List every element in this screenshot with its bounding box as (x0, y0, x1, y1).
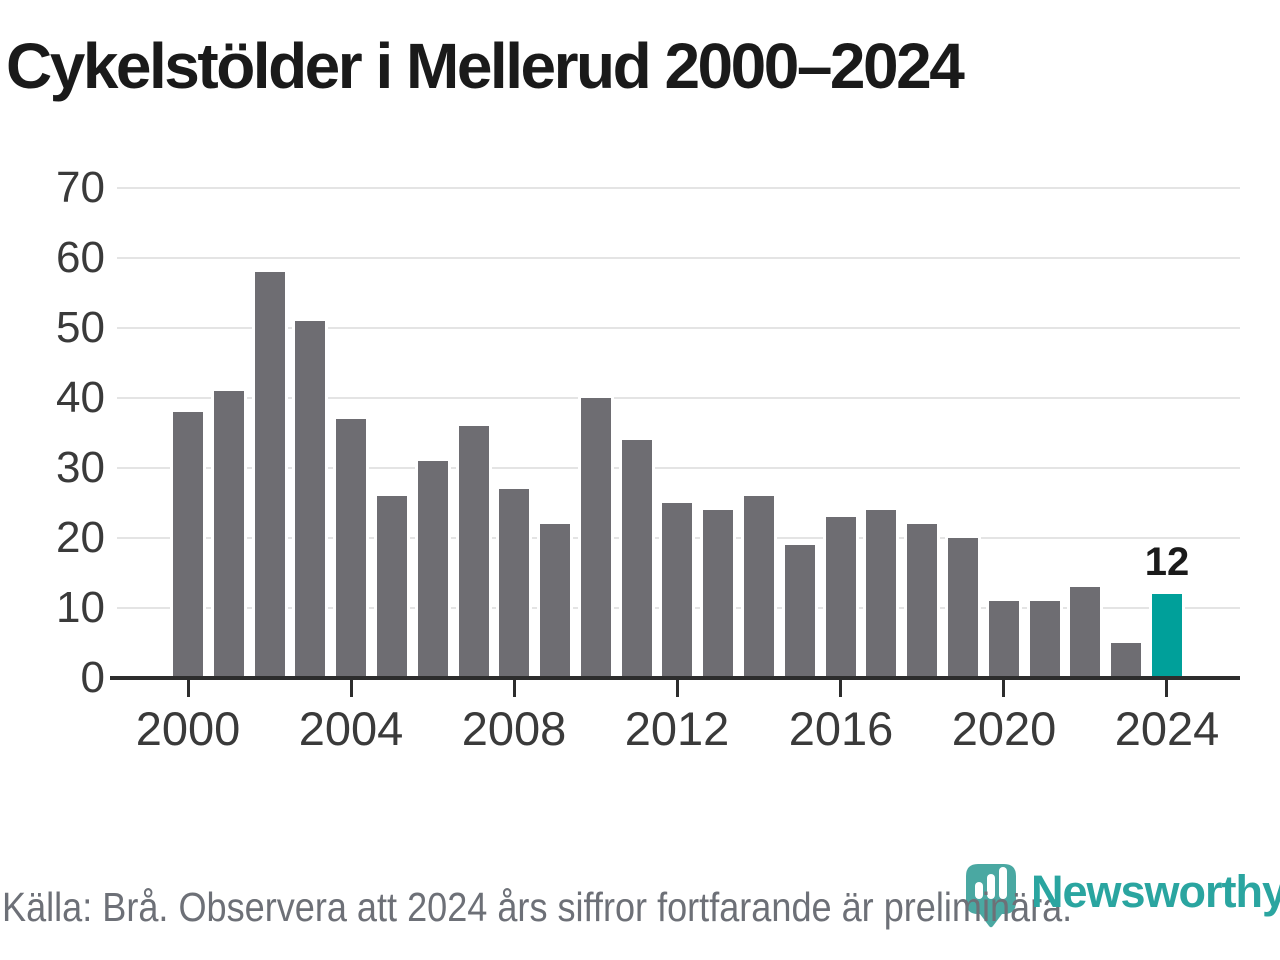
newsworthy-wordmark: Newsworthy (1031, 866, 1280, 917)
bar-2008 (499, 489, 529, 678)
gridline-y-60 (117, 257, 1240, 259)
y-axis-tick-label: 10 (56, 583, 105, 632)
bar-2019 (948, 538, 978, 678)
bar-2011 (622, 440, 652, 678)
bar-2024 (1152, 594, 1182, 678)
bar-2018 (907, 524, 937, 678)
x-axis-tick-label: 2008 (461, 702, 567, 755)
bar-2003 (295, 321, 325, 678)
x-axis-tick-label: 2024 (1114, 702, 1220, 755)
source-note: Källa: Brå. Observera att 2024 års siffr… (2, 884, 1073, 930)
x-axis-line (110, 676, 1240, 680)
gridline-y-40 (117, 397, 1240, 399)
bar-2017 (866, 510, 896, 678)
gridline-y-70 (117, 187, 1240, 189)
bar-2006 (418, 461, 448, 678)
y-axis-tick-label: 40 (56, 373, 105, 422)
bar-2005 (377, 496, 407, 678)
y-axis-tick-label: 20 (56, 513, 105, 562)
x-axis-tick-2012 (676, 680, 679, 697)
x-axis-tick-label: 2004 (298, 702, 404, 755)
y-axis-tick-label: 50 (56, 303, 105, 352)
x-axis-tick-2008 (513, 680, 516, 697)
bar-2013 (703, 510, 733, 678)
bar-2021 (1030, 601, 1060, 678)
bar-2023 (1111, 643, 1141, 678)
gridline-y-50 (117, 327, 1240, 329)
newsworthy-logo-icon (966, 864, 1016, 928)
bar-2009 (540, 524, 570, 678)
x-axis-tick-2000 (187, 680, 190, 697)
x-axis-tick-2016 (839, 680, 842, 697)
bar-2014 (744, 496, 774, 678)
bar-2002 (255, 272, 285, 678)
bar-2012 (662, 503, 692, 678)
bar-2022 (1070, 587, 1100, 678)
y-axis-tick-label: 0 (80, 653, 105, 702)
bar-2004 (336, 419, 366, 678)
bar-2001 (214, 391, 244, 678)
x-axis-tick-label: 2000 (135, 702, 241, 755)
bar-2010 (581, 398, 611, 678)
y-axis-tick-label: 70 (56, 163, 105, 212)
bar-2020 (989, 601, 1019, 678)
x-axis-tick-2024 (1165, 680, 1168, 697)
bar-2015 (785, 545, 815, 678)
y-axis-tick-label: 30 (56, 443, 105, 492)
bar-2016 (826, 517, 856, 678)
highlight-value-label: 12 (1144, 540, 1190, 584)
chart-title: Cykelstölder i Mellerud 2000–2024 (6, 30, 965, 102)
x-axis-tick-label: 2016 (788, 702, 894, 755)
x-axis-tick-label: 2012 (624, 702, 730, 755)
y-axis-tick-label: 60 (56, 233, 105, 282)
gridline-y-30 (117, 467, 1240, 469)
bar-2000 (173, 412, 203, 678)
x-axis-tick-label: 2020 (951, 702, 1057, 755)
x-axis-tick-2004 (350, 680, 353, 697)
bar-2007 (459, 426, 489, 678)
x-axis-tick-2020 (1002, 680, 1005, 697)
